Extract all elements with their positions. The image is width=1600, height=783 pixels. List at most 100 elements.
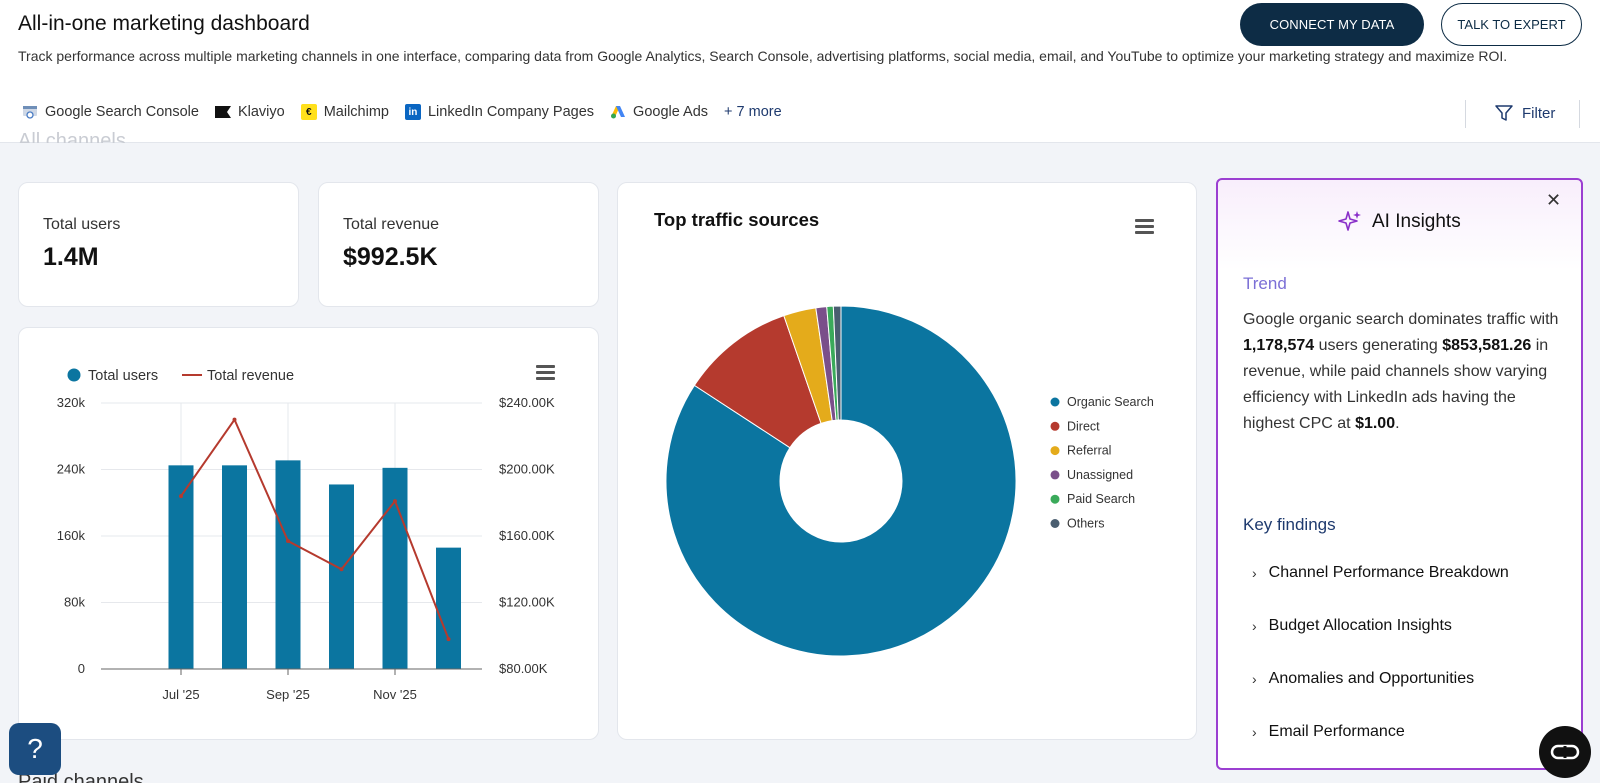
filter-button[interactable]: Filter xyxy=(1494,103,1555,123)
y-right-tick-label: $120.00K xyxy=(499,595,555,610)
bar-total-users[interactable] xyxy=(222,465,247,669)
traffic-sources-card: Top traffic sources Organic Search Direct… xyxy=(617,182,1197,740)
ai-trend-heading: Trend xyxy=(1243,274,1287,293)
ai-trend-text: Google organic search dominates traffic … xyxy=(1243,311,1559,432)
legend-label[interactable]: Direct xyxy=(1067,419,1100,433)
source-label: Klaviyo xyxy=(237,104,285,120)
y-right-tick-label: $240.00K xyxy=(499,395,555,410)
y-left-tick-label: 320k xyxy=(57,395,86,410)
more-sources-link[interactable]: + 7 more xyxy=(724,104,782,120)
x-tick-label: Jul '25 xyxy=(162,687,199,702)
source-linkedin[interactable]: in LinkedIn Company Pages xyxy=(404,104,595,120)
source-google-ads[interactable]: Google Ads xyxy=(610,104,708,120)
chevron-right-icon: › xyxy=(1252,724,1257,740)
legend-marker xyxy=(1050,421,1060,431)
y-left-tick-label: 0 xyxy=(78,661,85,676)
bar-total-users[interactable] xyxy=(436,547,461,669)
legend-label[interactable]: Paid Search xyxy=(1067,492,1135,506)
x-tick-label: Nov '25 xyxy=(373,687,417,702)
filter-icon xyxy=(1495,105,1513,121)
chat-widget-button[interactable] xyxy=(1539,726,1591,778)
revenue-point[interactable] xyxy=(446,637,451,642)
divider xyxy=(1579,100,1580,128)
x-tick-label: Sep '25 xyxy=(266,687,310,702)
legend-marker xyxy=(1050,494,1060,504)
kpi-value: 1.4M xyxy=(43,243,99,271)
legend-label[interactable]: Unassigned xyxy=(1067,468,1133,482)
kpi-card-total-revenue: Total revenue $992.5K xyxy=(318,182,599,307)
legend-users-marker xyxy=(67,368,81,382)
kpi-label: Total revenue xyxy=(343,216,440,233)
revenue-point[interactable] xyxy=(286,538,290,543)
ai-insights-title: AI Insights xyxy=(1372,211,1461,232)
chevron-right-icon: › xyxy=(1252,565,1257,581)
y-right-tick-label: $80.00K xyxy=(499,661,548,676)
legend-marker xyxy=(1050,446,1060,456)
finding-item[interactable]: › Channel Performance Breakdown xyxy=(1252,564,1509,581)
source-label: Google Search Console xyxy=(45,104,199,120)
legend-marker xyxy=(1050,519,1060,528)
legend-revenue-label[interactable]: Total revenue xyxy=(207,368,294,384)
finding-item[interactable]: › Email Performance xyxy=(1252,723,1405,740)
donut-chart: Organic Search Direct Referral Unassigned Pa… xyxy=(665,305,1154,657)
close-icon[interactable]: ✕ xyxy=(1546,190,1562,210)
revenue-point[interactable] xyxy=(339,567,344,572)
legend-label[interactable]: Organic Search xyxy=(1067,395,1154,409)
bar-total-users[interactable] xyxy=(382,467,408,669)
source-klaviyo[interactable]: Klaviyo xyxy=(214,104,285,120)
line-total-revenue[interactable] xyxy=(180,417,450,640)
klaviyo-icon xyxy=(214,104,231,120)
data-source-list: Google Search Console Klaviyo € Mailchim… xyxy=(22,104,782,120)
revenue-point[interactable] xyxy=(179,494,183,499)
legend-marker xyxy=(1050,470,1060,480)
legend-users-label[interactable]: Total users xyxy=(88,368,158,384)
help-button[interactable]: ? xyxy=(9,723,61,775)
ai-insights-panel: ✕ AI Insights Trend Google organic searc… xyxy=(1216,178,1583,770)
source-google-search-console[interactable]: Google Search Console xyxy=(22,104,199,120)
users-revenue-chart-card: 0 80k 160k 240k 320k $80.00K $120.00K $160.00K $… xyxy=(18,327,599,740)
linkedin-icon: in xyxy=(404,104,421,120)
chevron-right-icon: › xyxy=(1252,618,1257,634)
dashboard-header: All-in-one marketing dashboard CONNECT M… xyxy=(0,0,1600,143)
bar-total-users[interactable] xyxy=(329,484,354,669)
legend-label[interactable]: Others xyxy=(1067,517,1105,531)
key-findings-heading: Key findings xyxy=(1243,515,1336,534)
filter-label: Filter xyxy=(1522,104,1556,122)
source-label: Mailchimp xyxy=(323,104,389,120)
chat-icon xyxy=(1550,744,1580,760)
revenue-point[interactable] xyxy=(393,499,397,504)
combo-chart: 0 80k 160k 240k 320k $80.00K $120.00K $160.00K $… xyxy=(57,368,555,702)
legend-label[interactable]: Referral xyxy=(1067,444,1111,458)
y-left-tick-label: 80k xyxy=(64,595,85,610)
sparkle-icon xyxy=(1338,211,1361,231)
google-search-console-icon xyxy=(22,104,38,120)
donut-slice[interactable] xyxy=(665,305,1017,657)
page-description: Track performance across multiple market… xyxy=(18,48,1508,64)
finding-item[interactable]: › Budget Allocation Insights xyxy=(1252,617,1452,634)
kpi-card-total-users: Total users 1.4M xyxy=(18,182,299,307)
chart-title: Top traffic sources xyxy=(654,209,820,230)
legend-marker xyxy=(1050,397,1060,407)
section-heading: All channels xyxy=(18,130,126,143)
page-title: All-in-one marketing dashboard xyxy=(18,12,310,35)
source-label: Google Ads xyxy=(633,104,709,120)
mailchimp-icon: € xyxy=(300,104,317,120)
source-label: LinkedIn Company Pages xyxy=(427,104,595,120)
ai-insights-header: AI Insights xyxy=(1338,210,1461,234)
finding-item[interactable]: › Anomalies and Opportunities xyxy=(1252,670,1475,687)
chart-menu-icon[interactable] xyxy=(536,365,555,380)
source-mailchimp[interactable]: € Mailchimp xyxy=(300,104,389,120)
y-right-tick-label: $160.00K xyxy=(499,528,555,543)
bar-total-users[interactable] xyxy=(168,465,194,669)
connect-my-data-button[interactable]: CONNECT MY DATA xyxy=(1240,3,1424,46)
y-right-tick-label: $200.00K xyxy=(499,462,555,477)
chart-menu-icon[interactable] xyxy=(1135,219,1154,234)
talk-to-expert-button[interactable]: TALK TO EXPERT xyxy=(1441,3,1582,46)
revenue-point[interactable] xyxy=(232,417,237,422)
y-left-tick-label: 240k xyxy=(57,462,86,477)
kpi-value: $992.5K xyxy=(343,243,438,271)
donut-slice[interactable] xyxy=(832,305,842,421)
y-left-tick-label: 160k xyxy=(57,528,86,543)
divider xyxy=(1465,100,1466,128)
bar-total-users[interactable] xyxy=(275,460,301,669)
